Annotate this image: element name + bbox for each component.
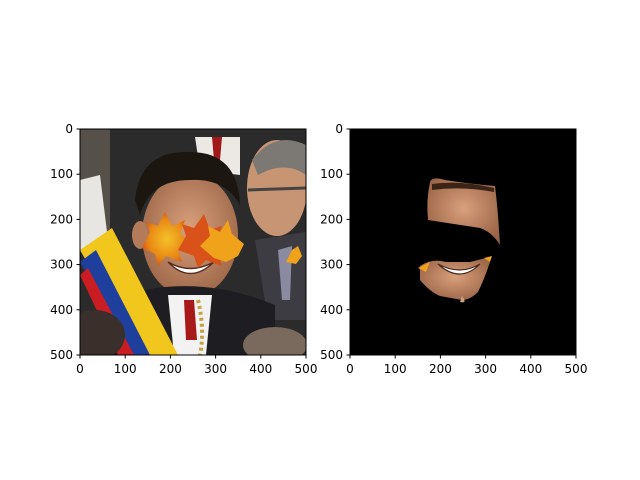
y-tick-label-left: 500 — [50, 348, 73, 362]
x-tick-label-left: 500 — [295, 362, 318, 376]
y-tick-label-left: 100 — [50, 167, 73, 181]
y-tick-label-left: 200 — [50, 212, 73, 226]
x-tick-label-right: 400 — [519, 362, 542, 376]
x-tick-label-left: 300 — [204, 362, 227, 376]
x-tick-label-left: 100 — [114, 362, 137, 376]
y-tick-label-left: 400 — [50, 303, 73, 317]
x-tick-label-right: 200 — [429, 362, 452, 376]
y-tick-label-left: 0 — [65, 122, 73, 136]
x-tick-label-right: 100 — [384, 362, 407, 376]
y-tick-label-right: 400 — [320, 303, 343, 317]
x-tick-label-left: 0 — [76, 362, 84, 376]
y-tick-label-right: 500 — [320, 348, 343, 362]
mask-image — [350, 129, 576, 355]
x-tick-label-right: 500 — [565, 362, 588, 376]
axes-frame-left — [79, 128, 307, 356]
leaf-overlay — [142, 212, 302, 268]
y-tick-label-right: 100 — [320, 167, 343, 181]
axes-frame-right — [349, 128, 577, 356]
photo-image — [80, 129, 306, 355]
x-tick-label-right: 0 — [346, 362, 354, 376]
y-tick-label-right: 0 — [335, 122, 343, 136]
y-tick-label-left: 300 — [50, 258, 73, 272]
x-tick-label-left: 400 — [249, 362, 272, 376]
x-tick-label-left: 200 — [159, 362, 182, 376]
y-tick-label-right: 200 — [320, 212, 343, 226]
x-tick-label-right: 300 — [474, 362, 497, 376]
y-tick-label-right: 300 — [320, 258, 343, 272]
